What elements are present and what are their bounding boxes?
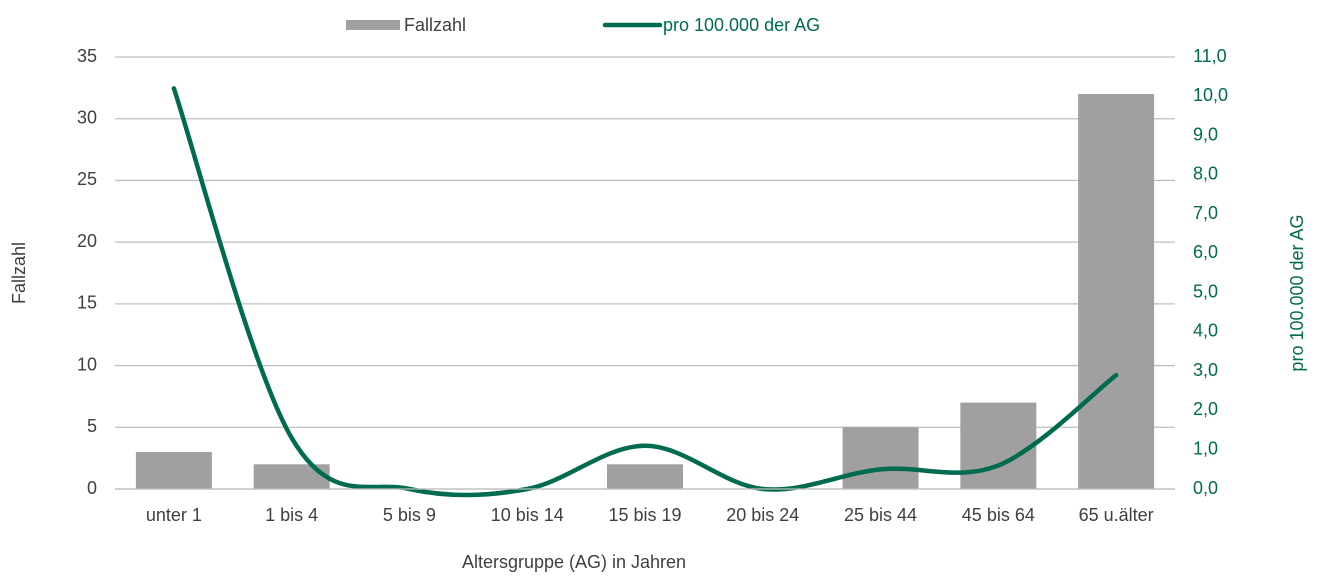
x-tick-label: 1 bis 4 bbox=[265, 505, 318, 525]
bar bbox=[1078, 94, 1155, 490]
line bbox=[171, 86, 1119, 498]
bar bbox=[960, 402, 1037, 489]
y2-tick-label: 2,0 bbox=[1193, 399, 1218, 419]
x-axis-title: Altersgruppe (AG) in Jahren bbox=[462, 552, 686, 572]
x-tick-label: 20 bis 24 bbox=[726, 505, 799, 525]
legend-label: Fallzahl bbox=[404, 15, 466, 35]
y2-tick-label: 6,0 bbox=[1193, 242, 1218, 262]
bar bbox=[607, 464, 683, 489]
y-tick-label: 20 bbox=[77, 231, 97, 251]
y-tick-label: 0 bbox=[87, 478, 97, 498]
x-tick-label: 15 bis 19 bbox=[608, 505, 681, 525]
x-tick-label: 5 bis 9 bbox=[383, 505, 436, 525]
y2-tick-label: 9,0 bbox=[1193, 124, 1218, 144]
bar bbox=[135, 451, 212, 489]
x-tick-label: 65 u.älter bbox=[1079, 505, 1154, 525]
y-tick-label: 35 bbox=[77, 46, 97, 66]
legend-swatch bbox=[346, 20, 400, 30]
y-tick-label: 5 bbox=[87, 416, 97, 436]
y-axis-title: Fallzahl bbox=[9, 242, 29, 304]
y2-tick-label: 0,0 bbox=[1193, 478, 1218, 498]
bar bbox=[842, 427, 919, 489]
y2-axis-title: pro 100.000 der AG bbox=[1287, 214, 1307, 371]
y-tick-label: 30 bbox=[77, 107, 97, 127]
x-tick-label: 45 bis 64 bbox=[962, 505, 1035, 525]
x-tick-label: unter 1 bbox=[146, 505, 202, 525]
y2-tick-label: 4,0 bbox=[1193, 321, 1218, 341]
y2-tick-label: 1,0 bbox=[1193, 438, 1218, 458]
y2-tick-label: 8,0 bbox=[1193, 164, 1218, 184]
y2-tick-label: 5,0 bbox=[1193, 281, 1218, 301]
y2-tick-label: 10,0 bbox=[1193, 85, 1228, 105]
y-tick-label: 25 bbox=[77, 169, 97, 189]
x-tick-label: 25 bis 44 bbox=[844, 505, 917, 525]
legend-label: pro 100.000 der AG bbox=[663, 15, 820, 35]
y2-tick-label: 11,0 bbox=[1193, 46, 1227, 66]
y-tick-label: 15 bbox=[77, 293, 97, 313]
y2-tick-label: 7,0 bbox=[1193, 203, 1218, 223]
y2-tick-label: 3,0 bbox=[1193, 360, 1218, 380]
x-tick-label: 10 bis 14 bbox=[491, 505, 564, 525]
y-tick-label: 10 bbox=[77, 354, 97, 374]
